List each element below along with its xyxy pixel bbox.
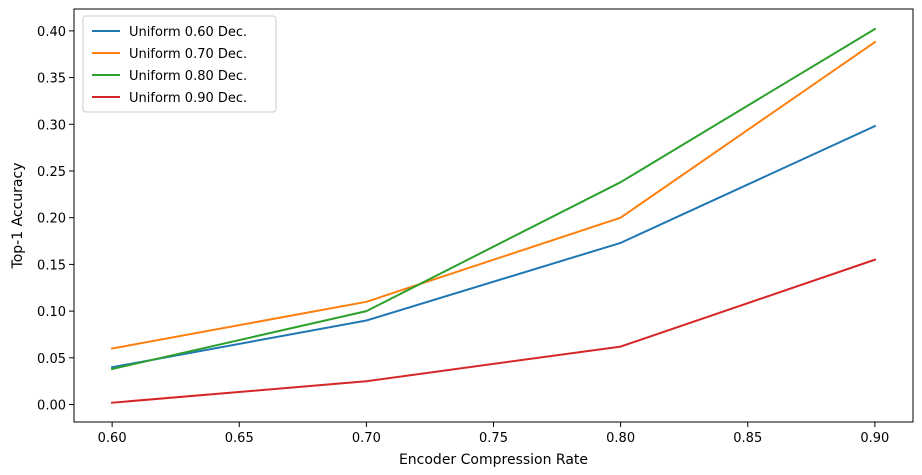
y-tick-label: 0.15 xyxy=(37,258,66,273)
legend: Uniform 0.60 Dec. Uniform 0.70 Dec. Unifor… xyxy=(82,15,277,113)
series-line-2 xyxy=(110,40,877,350)
series-layer xyxy=(110,27,877,404)
y-tick-label: 0.30 xyxy=(37,118,66,133)
y-axis-label: Top-1 Accuracy xyxy=(10,163,26,270)
x-tick-label: 0.85 xyxy=(733,431,762,446)
legend-box xyxy=(82,15,277,113)
x-axis: 0.60 0.65 0.70 0.75 0.80 0.85 0.90 xyxy=(98,422,889,446)
y-tick-label: 0.35 xyxy=(37,72,66,87)
x-tick-label: 0.60 xyxy=(98,431,127,446)
series-line-4 xyxy=(111,258,877,404)
y-tick-label: 0.05 xyxy=(37,352,66,367)
y-tick-label: 0.10 xyxy=(37,305,66,320)
legend-label: Uniform 0.70 Dec. xyxy=(129,47,247,62)
x-tick-label: 0.90 xyxy=(860,431,889,446)
legend-label: Uniform 0.90 Dec. xyxy=(129,91,247,106)
y-tick-label: 0.20 xyxy=(37,212,66,227)
y-tick-label: 0.00 xyxy=(37,399,66,414)
y-tick-label: 0.25 xyxy=(37,165,66,180)
y-axis: 0.00 0.05 0.10 0.15 0.20 0.25 0.30 0.35 0.40 xyxy=(37,25,74,414)
legend-label: Uniform 0.80 Dec. xyxy=(129,69,247,84)
x-tick-label: 0.65 xyxy=(225,431,254,446)
series-line-1 xyxy=(110,124,877,369)
x-tick-label: 0.80 xyxy=(606,431,635,446)
series-line-3 xyxy=(110,27,877,371)
y-tick-label: 0.40 xyxy=(37,25,66,40)
x-axis-label: Encoder Compression Rate xyxy=(399,452,588,468)
legend-label: Uniform 0.60 Dec. xyxy=(129,25,247,40)
x-tick-label: 0.70 xyxy=(352,431,381,446)
x-tick-label: 0.75 xyxy=(479,431,508,446)
